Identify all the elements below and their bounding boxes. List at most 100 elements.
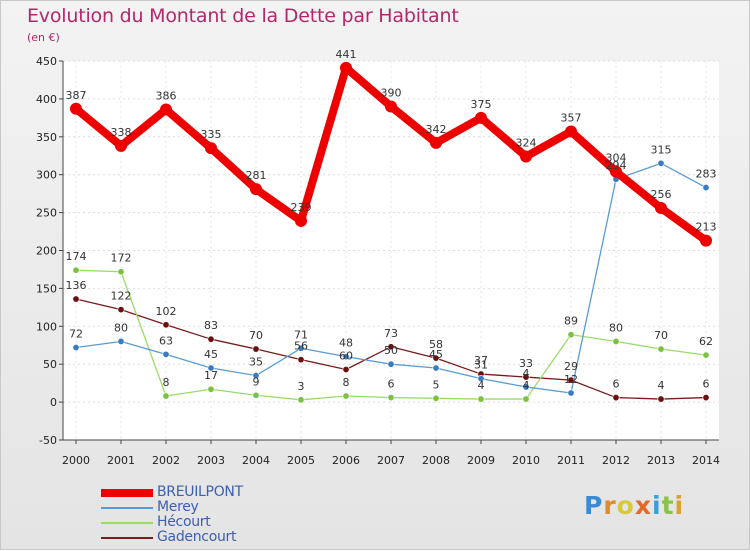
data-point [340,61,352,74]
data-label: 6 [388,378,395,391]
data-point [657,395,665,403]
data-label: 4 [523,367,530,380]
x-tick-label: 2003 [197,454,225,467]
data-label: 89 [564,315,578,328]
data-point [655,202,667,215]
data-point [477,395,485,403]
logo-letter: r [603,491,617,520]
data-label: 315 [651,143,672,156]
legend-item: BREUILPONT [101,485,243,500]
data-point [522,395,530,403]
data-point [252,391,260,399]
data-label: 63 [159,334,173,347]
y-tick-label: 150 [36,282,57,295]
chart-subtitle: (en €) [27,31,60,44]
data-label: 37 [474,354,488,367]
data-label: 71 [294,328,308,341]
data-label: 70 [249,329,263,342]
data-point [522,373,530,381]
data-point [385,100,397,113]
data-point [520,150,532,163]
data-point [297,396,305,404]
data-label: 281 [246,169,267,182]
data-label: 213 [696,221,717,234]
x-tick-label: 2002 [152,454,180,467]
data-point [612,394,620,402]
x-tick-label: 2001 [107,454,135,467]
data-label: 335 [201,128,222,141]
data-label: 174 [66,250,87,263]
logo-letter: i [652,491,662,520]
data-label: 283 [696,168,717,181]
data-point [477,375,485,383]
data-point [565,125,577,138]
legend-item: Gadencourt [101,530,243,545]
x-tick-label: 2008 [422,454,450,467]
data-point [297,344,305,352]
data-point [432,394,440,402]
legend-item: Merey [101,500,243,515]
data-label: 122 [111,290,132,303]
data-point [295,214,307,227]
data-label: 4 [658,379,665,392]
y-tick-label: 200 [36,245,57,258]
logo-letter: P [584,491,604,520]
data-label: 172 [111,252,132,265]
data-label: 6 [613,378,620,391]
data-label: 29 [564,360,578,373]
data-point [387,360,395,368]
data-label: 357 [561,111,582,124]
data-point [250,183,262,196]
data-point [475,111,487,124]
data-label: 5 [433,378,440,391]
legend-label: BREUILPONT [157,484,243,500]
logo-letter: x [634,491,652,520]
data-point [160,103,172,116]
legend: BREUILPONT Merey Hécourt Gadencourt [101,485,243,545]
y-tick-label: 400 [36,93,57,106]
y-tick-label: 350 [36,131,57,144]
data-point [567,389,575,397]
data-label: 60 [339,350,353,363]
data-point [702,184,710,192]
data-point [252,345,260,353]
data-label: 4 [478,379,485,392]
data-point [387,343,395,351]
y-tick-label: 100 [36,320,57,333]
y-tick-label: 450 [36,55,57,68]
data-point [342,392,350,400]
legend-swatch-merey [101,506,153,509]
data-label: 45 [204,348,218,361]
data-point [115,139,127,152]
data-point [162,321,170,329]
logo-letter: t [661,491,675,520]
data-label: 72 [69,328,83,341]
data-label: 294 [606,159,627,172]
data-point [207,364,215,372]
data-point [657,345,665,353]
data-point [72,344,80,352]
x-tick-label: 2000 [62,454,90,467]
legend-swatch-gadencourt [101,536,153,539]
data-label: 304 [606,152,627,165]
chart-title: Evolution du Montant de la Dette par Hab… [27,5,459,27]
y-tick-label: 50 [43,358,57,371]
data-label: 8 [163,376,170,389]
data-point [342,366,350,374]
y-tick-label: 0 [50,396,57,409]
data-point [432,364,440,372]
data-point [342,353,350,361]
data-point [522,383,530,391]
legend-swatch-hecourt [101,521,153,524]
data-label: 390 [381,86,402,99]
data-point [612,337,620,345]
legend-swatch-breuilpont [101,488,153,497]
legend-label: Gadencourt [157,529,237,545]
data-point [387,394,395,402]
data-point [207,335,215,343]
data-point [117,337,125,345]
x-tick-label: 2007 [377,454,405,467]
data-label: 102 [156,305,177,318]
data-label: 324 [516,137,537,150]
data-label: 33 [519,357,533,370]
